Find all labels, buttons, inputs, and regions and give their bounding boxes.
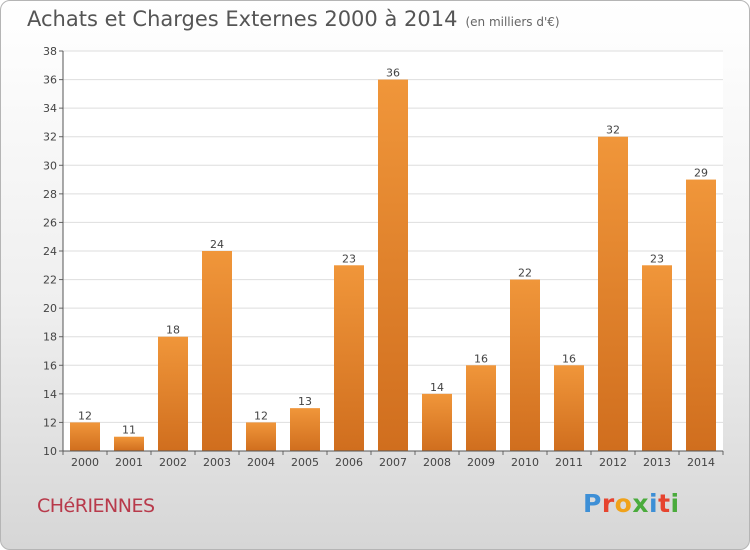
data-label: 22 <box>518 267 532 280</box>
y-tick-label: 10 <box>43 445 57 458</box>
data-label: 36 <box>386 67 400 80</box>
y-tick-label: 38 <box>43 45 57 58</box>
y-tick-label: 30 <box>43 159 57 172</box>
data-label: 18 <box>166 324 180 337</box>
x-tick-label: 2008 <box>423 456 451 469</box>
data-label: 32 <box>606 124 620 137</box>
y-tick-label: 20 <box>43 302 57 315</box>
bar <box>466 365 496 451</box>
data-label: 13 <box>298 395 312 408</box>
data-label: 12 <box>254 409 268 422</box>
data-label: 16 <box>474 352 488 365</box>
x-tick-label: 2011 <box>555 456 583 469</box>
bar <box>378 79 408 452</box>
bar <box>554 365 584 451</box>
y-tick-label: 36 <box>43 74 57 87</box>
y-tick-label: 24 <box>43 245 57 258</box>
data-label: 23 <box>650 252 664 265</box>
y-tick-label: 26 <box>43 216 57 229</box>
logo-letter: i <box>649 489 659 518</box>
y-tick-label: 34 <box>43 102 57 115</box>
bar <box>114 436 144 451</box>
y-tick-label: 28 <box>43 188 57 201</box>
bar <box>246 422 276 451</box>
x-tick-label: 2007 <box>379 456 407 469</box>
data-label: 23 <box>342 252 356 265</box>
x-tick-label: 2004 <box>247 456 275 469</box>
x-tick-label: 2000 <box>71 456 99 469</box>
chart-title: Achats et Charges Externes 2000 à 2014 (e… <box>27 7 560 31</box>
chart-title-text: Achats et Charges Externes 2000 à 2014 <box>27 7 458 31</box>
x-tick-label: 2001 <box>115 456 143 469</box>
x-tick-label: 2002 <box>159 456 187 469</box>
x-tick-label: 2014 <box>687 456 715 469</box>
commune-name: CHéRIENNES <box>37 495 155 517</box>
logo-letter: r <box>601 489 615 518</box>
bar <box>290 408 320 451</box>
bar <box>334 265 364 451</box>
data-label: 12 <box>78 409 92 422</box>
x-tick-label: 2006 <box>335 456 363 469</box>
chart-unit: (en milliers d'€) <box>465 15 560 29</box>
bar <box>158 336 188 451</box>
data-label: 29 <box>694 167 708 180</box>
data-label: 14 <box>430 381 444 394</box>
x-tick-label: 2010 <box>511 456 539 469</box>
data-label: 11 <box>122 424 136 437</box>
y-tick-label: 16 <box>43 359 57 372</box>
bar <box>202 251 232 451</box>
bar <box>598 136 628 451</box>
logo-letter: x <box>632 489 649 518</box>
logo-letter: P <box>583 489 602 518</box>
x-tick-label: 2003 <box>203 456 231 469</box>
bar <box>510 279 540 451</box>
bar <box>642 265 672 451</box>
y-tick-label: 14 <box>43 388 57 401</box>
x-tick-label: 2012 <box>599 456 627 469</box>
y-tick-label: 18 <box>43 331 57 344</box>
y-tick-label: 12 <box>43 416 57 429</box>
bar <box>686 179 716 452</box>
data-label: 16 <box>562 352 576 365</box>
data-label: 24 <box>210 238 224 251</box>
bar <box>422 393 452 451</box>
y-tick-label: 22 <box>43 274 57 287</box>
x-tick-label: 2013 <box>643 456 671 469</box>
logo-letter: o <box>614 489 633 518</box>
x-tick-label: 2009 <box>467 456 495 469</box>
y-tick-label: 32 <box>43 131 57 144</box>
proxiti-logo: Proxiti <box>583 489 680 518</box>
bar <box>70 422 100 451</box>
x-tick-label: 2005 <box>291 456 319 469</box>
logo-letter: t <box>658 489 671 518</box>
logo-letter: i <box>670 489 680 518</box>
